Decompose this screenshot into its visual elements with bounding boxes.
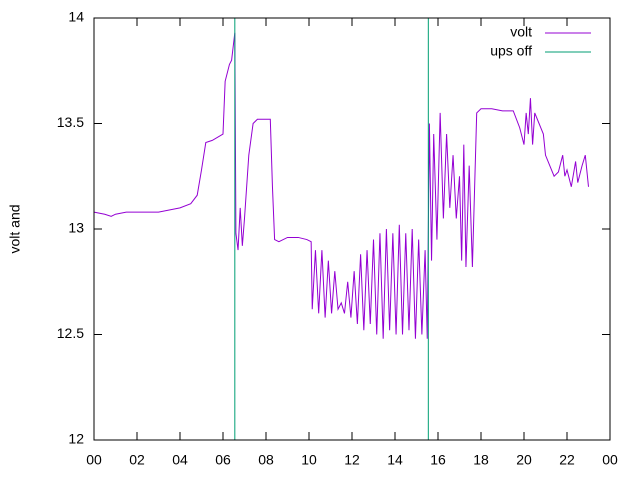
x-tick-label: 16 <box>430 452 446 468</box>
y-tick-label: 12 <box>68 431 84 447</box>
x-tick-label: 20 <box>516 452 532 468</box>
x-tick-label: 00 <box>602 452 618 468</box>
x-tick-label: 08 <box>258 452 274 468</box>
x-tick-label: 02 <box>129 452 145 468</box>
x-tick-label: 18 <box>473 452 489 468</box>
x-tick-label: 22 <box>559 452 575 468</box>
x-tick-label: 06 <box>215 452 231 468</box>
x-tick-label: 04 <box>172 452 188 468</box>
x-tick-label: 12 <box>344 452 360 468</box>
y-axis-label: volt and <box>7 204 23 253</box>
y-tick-label: 14 <box>68 9 84 25</box>
legend-label: ups off <box>490 43 532 59</box>
y-tick-label: 13.5 <box>57 114 84 130</box>
x-tick-label: 10 <box>301 452 317 468</box>
plot-frame <box>93 17 611 441</box>
series-line <box>93 32 589 339</box>
x-tick-label: 00 <box>86 452 102 468</box>
y-tick-label: 12.5 <box>57 325 84 341</box>
y-tick-label: 13 <box>68 220 84 236</box>
x-tick-label: 14 <box>387 452 403 468</box>
legend-label: volt <box>510 24 532 40</box>
